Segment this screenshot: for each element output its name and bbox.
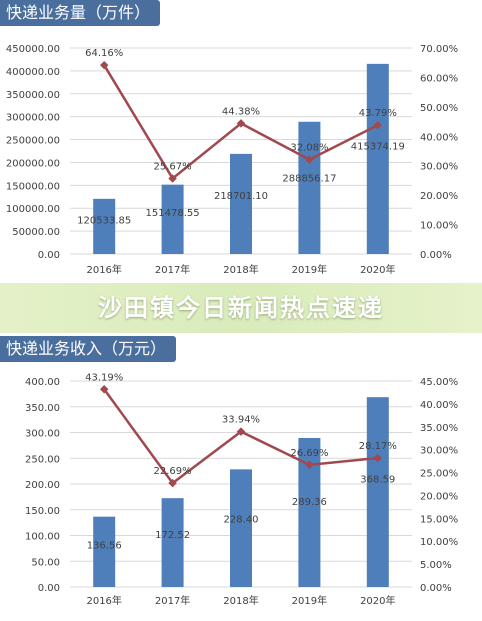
y-left-tick-label: 400.00: [25, 377, 60, 388]
y-left-tick-label: 50000.00: [12, 227, 60, 238]
bar-data-label: 218701.10: [214, 191, 268, 202]
y-right-tick-label: 70.00%: [420, 44, 458, 55]
volume-chart: 0.00 50000.00 100000.00 150000.00 200000.00 2…: [6, 44, 458, 276]
bar: [161, 498, 184, 587]
y-left-tick-label: 350.00: [25, 403, 60, 414]
revenue-chart: 0.00 50.00 100.00 150.00 200.00 250.00 300.00 3…: [25, 372, 458, 607]
y-left-tick-label: 150000.00: [6, 181, 60, 192]
line-data-label: 32.08%: [290, 143, 328, 154]
y-right-tick-label: 20.00%: [420, 491, 458, 502]
y-left-tick-label: 300.00: [25, 429, 60, 440]
x-tick-label: 2016年: [86, 594, 121, 607]
y-left-tick-label: 150.00: [25, 506, 60, 517]
y-right-tick-label: 10.00%: [420, 537, 458, 548]
line-data-label: 25.67%: [154, 161, 192, 172]
bar: [230, 153, 252, 254]
bar-data-label: 415374.19: [351, 141, 405, 152]
x-tick-label: 2019年: [292, 594, 327, 607]
y-right-tick-label: 0.00%: [420, 583, 452, 594]
bar: [230, 469, 252, 587]
series-line: [103, 388, 378, 485]
y-right-tick-label: 45.00%: [420, 377, 458, 388]
y-right-tick-label: 60.00%: [420, 73, 458, 84]
y-right-tick-label: 5.00%: [420, 560, 452, 571]
line-data-label: 44.38%: [222, 106, 260, 117]
y-right-tick-label: 30.00%: [420, 162, 458, 173]
x-tick-label: 2018年: [223, 263, 258, 276]
y-left-tick-label: 450000.00: [6, 44, 60, 55]
x-tick-label: 2016年: [86, 263, 121, 276]
revenue-chart-panel: 0.00 50.00 100.00 150.00 200.00 250.00 300.00 3…: [0, 330, 482, 621]
x-tick-label: 2019年: [292, 263, 327, 276]
x-tick-label: 2020年: [360, 263, 395, 276]
bar-data-label: 136.56: [87, 540, 122, 551]
bar: [298, 121, 321, 254]
bar-data-label: 172.52: [155, 530, 190, 541]
x-tick-label: 2018年: [223, 594, 258, 607]
y-left-tick-label: 300000.00: [6, 113, 60, 124]
line-data-label: 43.19%: [85, 372, 123, 383]
line-data-label: 28.17%: [359, 441, 397, 452]
line-data-label: 43.79%: [359, 108, 397, 119]
news-banner: 沙田镇今日新闻热点速递: [0, 283, 482, 333]
y-left-tick-label: 350000.00: [6, 90, 60, 101]
y-left-tick-label: 400000.00: [6, 67, 60, 78]
line-point: [168, 174, 177, 183]
bar: [366, 63, 389, 255]
y-right-tick-label: 10.00%: [420, 221, 458, 232]
y-right-tick-label: 40.00%: [420, 132, 458, 143]
bar: [93, 516, 116, 587]
y-right-tick-label: 25.00%: [420, 469, 458, 480]
line-data-label: 26.69%: [290, 448, 328, 459]
line-point: [305, 155, 314, 164]
revenue-chart-title: 快递业务收入（万元）: [0, 336, 177, 362]
line-point: [305, 460, 314, 470]
volume-chart-title: 快递业务量（万件）: [0, 0, 161, 26]
y-left-tick-label: 0.00: [38, 250, 60, 261]
y-right-tick-label: 40.00%: [420, 400, 458, 411]
line-point: [373, 120, 383, 130]
y-left-tick-label: 200000.00: [6, 158, 60, 169]
y-right-tick-label: 0.00%: [420, 250, 452, 261]
bar: [161, 184, 184, 254]
line-data-label: 33.94%: [222, 415, 260, 426]
bar: [366, 397, 389, 587]
line-data-label: 64.16%: [85, 48, 123, 59]
x-tick-label: 2020年: [360, 594, 395, 607]
line-point: [168, 478, 177, 488]
y-left-tick-label: 0.00: [38, 583, 60, 594]
y-right-tick-label: 15.00%: [420, 514, 458, 525]
y-left-tick-label: 250.00: [25, 454, 60, 465]
bar: [298, 437, 321, 587]
bar-data-label: 288856.17: [282, 173, 336, 184]
y-left-tick-label: 250000.00: [6, 136, 60, 147]
y-left-tick-label: 100000.00: [6, 204, 60, 215]
news-banner-text: 沙田镇今日新闻热点速递: [98, 294, 384, 322]
line-point: [236, 427, 246, 436]
y-left-tick-label: 50.00: [31, 557, 60, 568]
bar-data-label: 120533.85: [77, 216, 131, 227]
bar: [93, 198, 116, 254]
y-left-tick-label: 100.00: [25, 532, 60, 543]
y-right-tick-label: 50.00%: [420, 103, 458, 114]
y-left-tick-label: 200.00: [25, 480, 60, 491]
y-right-tick-label: 35.00%: [420, 423, 458, 434]
line-data-label: 22.69%: [154, 466, 192, 477]
y-right-tick-label: 20.00%: [420, 191, 458, 202]
line-point: [236, 119, 246, 128]
bar-data-label: 151478.55: [146, 208, 200, 219]
bar-data-label: 289.36: [292, 497, 327, 508]
line-point: [99, 60, 109, 70]
x-tick-label: 2017年: [155, 263, 190, 276]
y-right-tick-label: 30.00%: [420, 446, 458, 457]
bar-data-label: 228.40: [224, 514, 259, 525]
volume-chart-panel: 0.00 50000.00 100000.00 150000.00 200000.00 2…: [0, 0, 482, 283]
bar-data-label: 368.59: [360, 475, 395, 486]
x-tick-label: 2017年: [155, 594, 190, 607]
